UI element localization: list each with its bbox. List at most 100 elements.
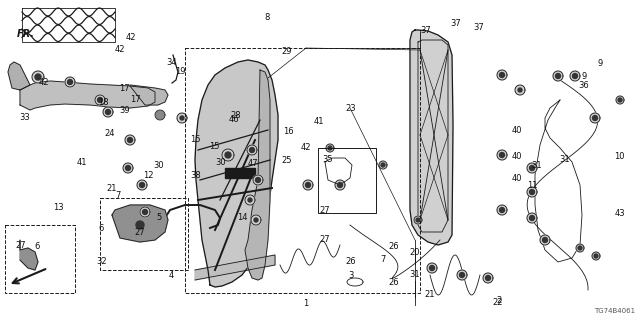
Text: 12: 12 <box>143 171 154 180</box>
Text: 16: 16 <box>283 127 293 136</box>
Polygon shape <box>414 216 422 224</box>
Polygon shape <box>616 96 624 104</box>
Polygon shape <box>427 263 437 273</box>
Polygon shape <box>573 74 577 78</box>
Polygon shape <box>136 221 144 229</box>
Text: 25: 25 <box>282 156 292 165</box>
Polygon shape <box>250 148 255 153</box>
Text: 19: 19 <box>175 67 186 76</box>
Text: 7: 7 <box>116 191 121 200</box>
Text: 24: 24 <box>105 129 115 138</box>
Polygon shape <box>255 178 260 182</box>
Polygon shape <box>305 182 310 188</box>
Text: 14: 14 <box>237 213 247 222</box>
Polygon shape <box>20 240 38 270</box>
Polygon shape <box>245 195 255 205</box>
Text: 40: 40 <box>512 126 522 135</box>
Text: 13: 13 <box>54 203 64 212</box>
Polygon shape <box>35 74 41 80</box>
Text: 26: 26 <box>388 278 399 287</box>
Text: 21: 21 <box>425 290 435 299</box>
Polygon shape <box>106 109 111 115</box>
Polygon shape <box>125 135 135 145</box>
Text: 4: 4 <box>169 271 174 280</box>
Text: 11: 11 <box>527 181 538 190</box>
Polygon shape <box>137 180 147 190</box>
Text: 39: 39 <box>120 106 130 115</box>
Text: 37: 37 <box>474 23 484 32</box>
Text: 10: 10 <box>614 152 625 161</box>
Text: 3: 3 <box>348 271 353 280</box>
Polygon shape <box>497 150 507 160</box>
Polygon shape <box>527 187 537 197</box>
Text: 46: 46 <box>228 116 239 124</box>
Polygon shape <box>553 71 563 81</box>
Text: 43: 43 <box>614 209 625 218</box>
Polygon shape <box>177 113 187 123</box>
Text: 7: 7 <box>380 255 385 264</box>
Polygon shape <box>527 163 537 173</box>
Polygon shape <box>416 218 420 222</box>
Text: 37: 37 <box>451 19 461 28</box>
Polygon shape <box>483 273 493 283</box>
Polygon shape <box>225 152 231 158</box>
Polygon shape <box>123 163 133 173</box>
Text: 41: 41 <box>314 117 324 126</box>
Polygon shape <box>499 73 504 77</box>
Text: 6: 6 <box>35 242 40 251</box>
Polygon shape <box>499 153 504 157</box>
Polygon shape <box>125 165 131 171</box>
Polygon shape <box>143 210 147 214</box>
Text: 47: 47 <box>248 159 258 168</box>
Polygon shape <box>590 113 600 123</box>
Polygon shape <box>225 168 255 178</box>
Text: 21: 21 <box>107 184 117 193</box>
Bar <box>5 225 75 293</box>
Polygon shape <box>67 79 72 84</box>
Bar <box>185 48 420 293</box>
Polygon shape <box>65 77 75 87</box>
Polygon shape <box>195 255 275 280</box>
Text: 32: 32 <box>96 257 106 266</box>
Text: 15: 15 <box>209 142 220 151</box>
Text: 35: 35 <box>323 155 333 164</box>
Text: 34: 34 <box>166 58 177 67</box>
Text: 6: 6 <box>99 224 104 233</box>
Polygon shape <box>127 138 132 142</box>
Polygon shape <box>130 85 168 105</box>
Text: 22: 22 <box>493 298 503 307</box>
Polygon shape <box>140 207 150 217</box>
Polygon shape <box>326 144 334 152</box>
Polygon shape <box>529 165 534 171</box>
Text: 18: 18 <box>99 98 109 107</box>
Polygon shape <box>593 116 598 121</box>
Polygon shape <box>337 182 342 188</box>
Text: 5: 5 <box>156 213 161 222</box>
Polygon shape <box>460 273 465 277</box>
Text: 42: 42 <box>115 45 125 54</box>
Polygon shape <box>518 88 522 92</box>
Polygon shape <box>618 98 622 102</box>
Text: 30: 30 <box>154 161 164 170</box>
Polygon shape <box>253 175 263 185</box>
Polygon shape <box>103 107 113 117</box>
Polygon shape <box>195 60 278 287</box>
Text: 37: 37 <box>420 26 431 35</box>
Text: 28: 28 <box>230 111 241 120</box>
Text: 1: 1 <box>303 300 308 308</box>
Polygon shape <box>497 205 507 215</box>
Polygon shape <box>303 180 313 190</box>
Text: 40: 40 <box>512 174 522 183</box>
Text: 27: 27 <box>320 206 330 215</box>
Polygon shape <box>222 149 234 161</box>
Polygon shape <box>540 235 550 245</box>
Text: 38: 38 <box>190 171 200 180</box>
Text: 26: 26 <box>388 242 399 251</box>
Polygon shape <box>578 246 582 250</box>
Text: 9: 9 <box>581 72 586 81</box>
Polygon shape <box>112 205 168 242</box>
Polygon shape <box>156 111 164 119</box>
Polygon shape <box>529 215 534 220</box>
Text: 27: 27 <box>134 228 145 237</box>
Polygon shape <box>32 71 44 83</box>
